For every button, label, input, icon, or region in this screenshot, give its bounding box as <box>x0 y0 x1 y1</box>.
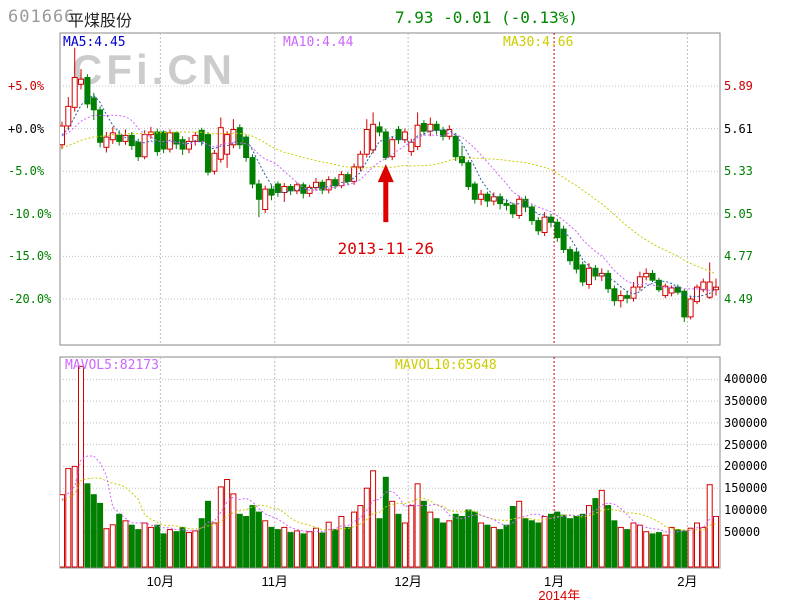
axis-tick-5.89: 5.89 <box>724 79 753 93</box>
volume-bars <box>60 365 719 568</box>
mavol5-legend: MAVOL5:82173 <box>65 358 159 373</box>
axis-tick-5.05: 5.05 <box>724 206 753 221</box>
axis-tick-250000: 250000 <box>724 437 768 452</box>
month-label-11月: 11月 <box>261 574 288 589</box>
stock-name: 平煤股份 <box>68 13 133 30</box>
year-label: 2014年 <box>538 588 581 600</box>
axis-tick-400000: 400000 <box>724 372 768 387</box>
axis-tick-300000: 300000 <box>724 415 768 430</box>
month-boundary-lines <box>159 33 688 568</box>
axis-tick-50000: 50000 <box>724 524 761 539</box>
panel-borders <box>59 32 721 569</box>
axis-tick--15.0%: -15.0% <box>8 249 52 264</box>
annotation-date: 2013-11-26 <box>337 239 434 258</box>
price-ma-lines <box>61 94 717 298</box>
axis-tick--20.0%: -20.0% <box>8 292 52 306</box>
axis-tick-4.49: 4.49 <box>724 292 753 306</box>
axis-tick-200000: 200000 <box>724 459 768 474</box>
stock-code: 601666 <box>8 7 76 27</box>
mavol10-legend: MAVOL10:65648 <box>395 358 497 373</box>
candles <box>60 47 719 322</box>
ma10-legend: MA10:4.44 <box>283 35 354 50</box>
ma30-legend: MA30:4.66 <box>503 35 574 50</box>
axis-tick-+5.0%: +5.0% <box>8 79 45 93</box>
ma5-legend: MA5:4.45 <box>63 35 126 50</box>
month-label-12月: 12月 <box>394 574 422 589</box>
axis-tick-5.61: 5.61 <box>724 121 753 136</box>
axis-tick--10.0%: -10.0% <box>8 206 52 221</box>
watermark-logo: CFi.CN <box>72 46 236 93</box>
axis-tick-5.33: 5.33 <box>724 164 753 179</box>
month-label-10月: 10月 <box>146 574 175 589</box>
axis-tick-+0.0%: +0.0% <box>8 121 45 136</box>
annotation-arrow <box>377 164 394 223</box>
month-label-1月: 1月 <box>543 574 565 589</box>
volume-ma-lines <box>61 455 717 533</box>
axis-tick-350000: 350000 <box>724 394 768 409</box>
axis-tick--5.0%: -5.0% <box>8 164 45 179</box>
axis-tick-150000: 150000 <box>724 481 768 496</box>
month-label-2月: 2月 <box>677 574 698 589</box>
axis-tick-100000: 100000 <box>724 502 768 517</box>
stock-quote: 7.93 -0.01 (-0.13%) <box>395 8 579 27</box>
axis-tick-4.77: 4.77 <box>724 249 753 264</box>
